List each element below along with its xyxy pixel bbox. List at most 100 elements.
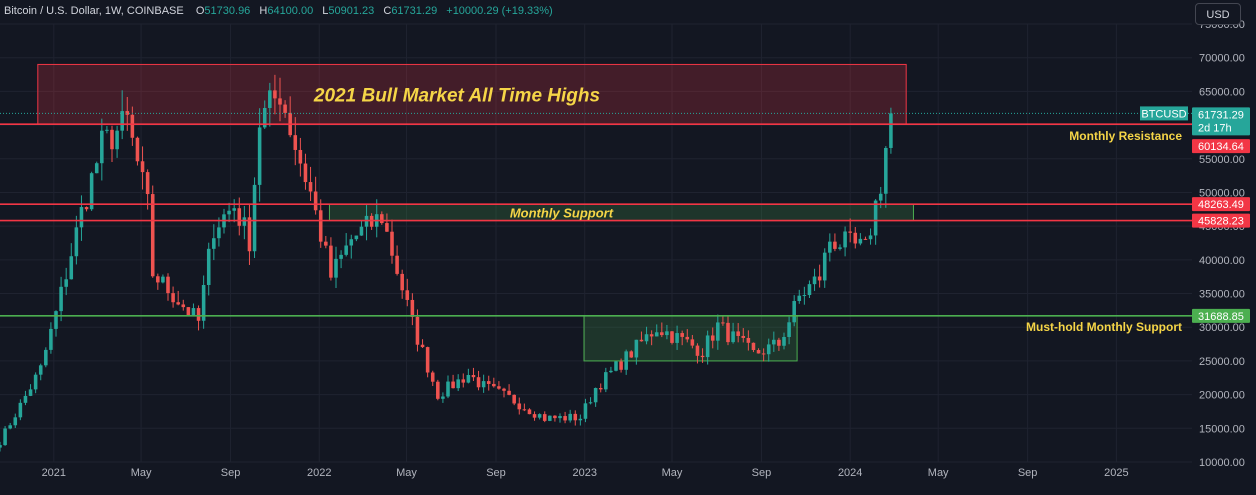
candle-body xyxy=(812,276,817,285)
candle-body xyxy=(843,231,847,248)
zone-label: 2021 Bull Market All Time Highs xyxy=(313,85,600,106)
candle-body xyxy=(537,414,542,418)
candle-body xyxy=(553,415,557,419)
candle-body xyxy=(593,388,598,403)
level-price-tag-text: 48263.49 xyxy=(1198,199,1244,211)
candle-body xyxy=(242,217,247,226)
candle-body xyxy=(89,173,94,210)
candle-body xyxy=(125,111,130,115)
candle-body xyxy=(644,334,649,342)
candle-body xyxy=(833,241,837,249)
candle-body xyxy=(456,379,460,389)
candle-body xyxy=(115,130,119,150)
candle-body xyxy=(171,293,175,303)
candle-body xyxy=(853,232,858,244)
candle-body xyxy=(186,307,191,316)
candle-body xyxy=(639,339,644,342)
grid xyxy=(0,23,1192,463)
candle-body xyxy=(324,241,328,246)
level-lines xyxy=(0,112,1192,317)
level-price-tag-text: 60134.64 xyxy=(1198,141,1244,153)
candle-body xyxy=(74,227,79,257)
candle-body xyxy=(69,256,74,280)
zone-box xyxy=(583,315,798,362)
candle-body xyxy=(461,379,466,383)
level-price-tag-bg xyxy=(1192,213,1250,228)
level-price-tag: 31688.85 xyxy=(1192,308,1250,323)
candle-body xyxy=(303,163,308,183)
candle-body xyxy=(476,377,481,388)
candle-body xyxy=(548,415,552,421)
candle-body xyxy=(527,409,532,415)
candles xyxy=(0,74,893,452)
candle-body xyxy=(308,182,313,192)
candle-body xyxy=(380,214,384,224)
y-tick-label: 70000.00 xyxy=(1199,53,1245,65)
candle-body xyxy=(782,336,786,346)
x-tick-label: 2025 xyxy=(1104,467,1128,479)
y-tick-label: 50000.00 xyxy=(1199,187,1245,199)
x-tick-label: Sep xyxy=(752,467,772,479)
candle-body xyxy=(609,370,613,373)
candle-body xyxy=(283,104,287,113)
candle-body xyxy=(33,374,38,390)
close-value: 61731.29 xyxy=(391,5,438,17)
candle-body xyxy=(441,396,445,399)
candle-body xyxy=(787,322,791,337)
candle-body xyxy=(166,276,170,294)
candle-body xyxy=(145,172,150,195)
candle-body xyxy=(507,390,511,395)
level-price-tag: 45828.23 xyxy=(1192,213,1250,228)
candle-body xyxy=(135,137,140,162)
level-price-tag: 60134.64 xyxy=(1192,139,1250,154)
candle-body xyxy=(563,416,567,421)
close-label: C xyxy=(383,5,392,17)
candle-body xyxy=(573,413,578,421)
candle-body xyxy=(161,276,165,283)
level-price-tag-text: 45828.23 xyxy=(1198,216,1244,228)
candle-body xyxy=(619,361,623,370)
candle-body xyxy=(700,355,705,358)
candle-body xyxy=(634,339,639,358)
candle-body xyxy=(670,331,674,343)
candle-body xyxy=(201,285,206,321)
symbol-badge-text: BTCUSD xyxy=(1141,108,1186,120)
candle-body xyxy=(568,413,572,421)
candle-body xyxy=(721,322,725,324)
open-label: O xyxy=(195,5,205,17)
y-tick-label: 25000.00 xyxy=(1199,356,1245,368)
candle-body xyxy=(761,353,766,355)
level-label: Monthly Resistance xyxy=(1069,129,1182,143)
candle-body xyxy=(838,247,842,249)
candle-body xyxy=(359,226,364,236)
level-price-tag-bg xyxy=(1192,197,1250,212)
x-tick-label: May xyxy=(662,467,683,479)
candle-body xyxy=(741,335,746,338)
candle-body xyxy=(471,374,476,378)
candle-body xyxy=(54,311,58,329)
candle-body xyxy=(8,425,12,429)
candle-body xyxy=(273,90,277,99)
level-price-tag-text: 31688.85 xyxy=(1198,311,1244,323)
candle-body xyxy=(278,98,282,105)
candle-body xyxy=(298,149,303,164)
candle-body xyxy=(344,245,348,255)
candle-body xyxy=(828,241,832,253)
candle-body xyxy=(889,113,893,148)
candle-body xyxy=(726,322,730,343)
candle-body xyxy=(848,231,852,233)
x-tick-label: 2024 xyxy=(838,467,862,479)
currency-button[interactable]: USD xyxy=(1195,3,1241,25)
symbol-badge-bg xyxy=(1140,106,1188,121)
candle-body xyxy=(731,331,735,343)
high-label: H xyxy=(259,5,268,17)
candle-body xyxy=(486,381,491,384)
x-tick-label: Sep xyxy=(486,467,506,479)
candle-body xyxy=(772,339,776,345)
candle-body xyxy=(59,286,63,312)
y-tick-label: 20000.00 xyxy=(1199,390,1245,402)
symbol-title: Bitcoin / U.S. Dollar, 1W, COINBASE xyxy=(4,5,184,17)
